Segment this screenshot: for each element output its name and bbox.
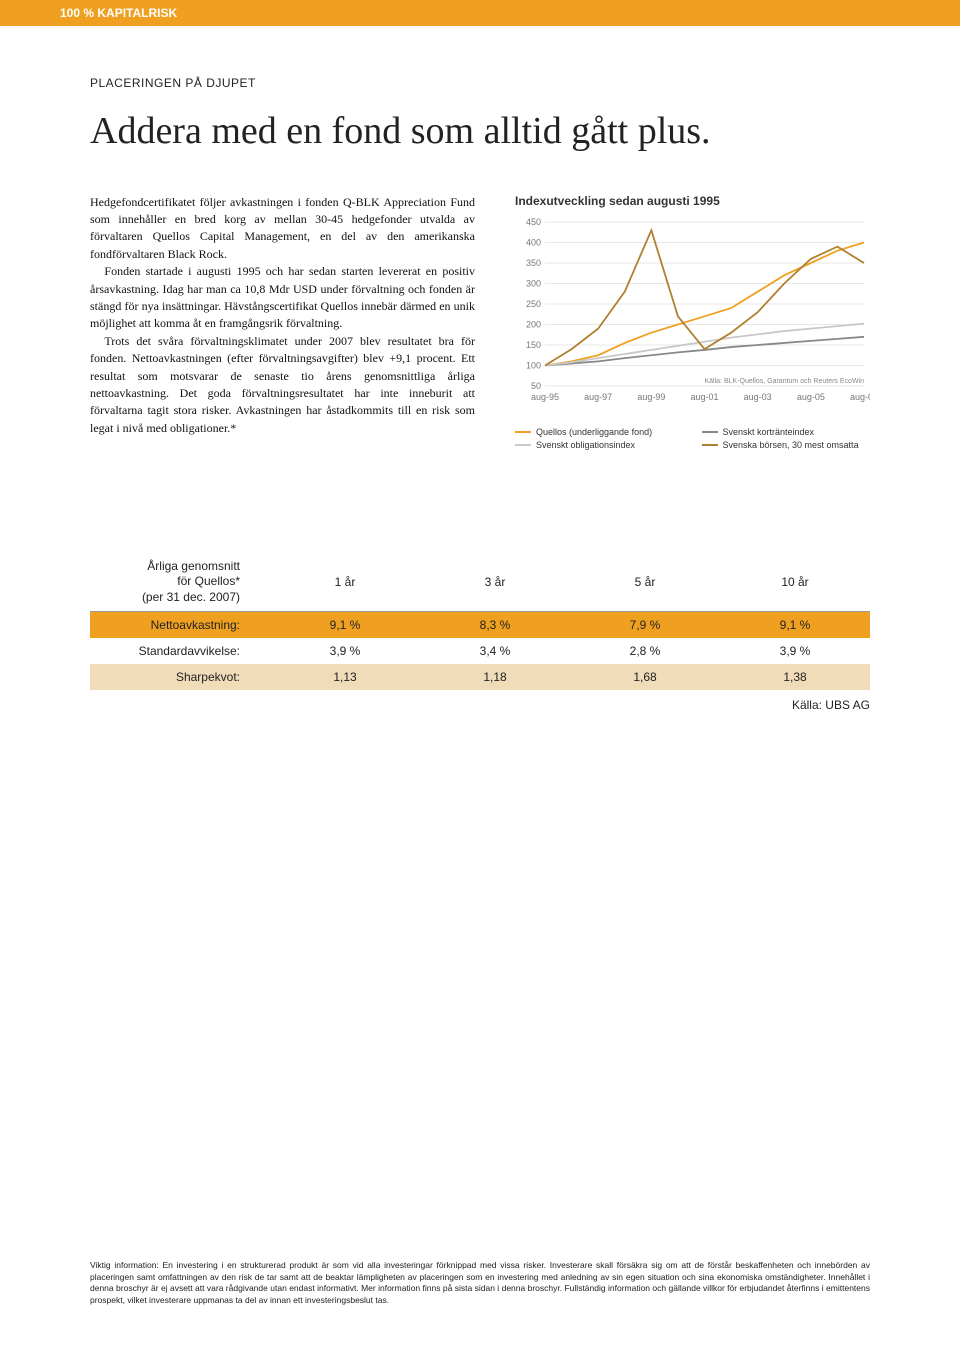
- page-content: PLACERINGEN PÅ DJUPET Addera med en fond…: [0, 76, 960, 712]
- svg-text:aug-95: aug-95: [531, 392, 559, 402]
- risk-banner: 100 % KAPITALRISK: [0, 0, 960, 26]
- svg-text:100: 100: [526, 360, 541, 370]
- svg-text:aug-99: aug-99: [637, 392, 665, 402]
- returns-table: Årliga genomsnittför Quellos*(per 31 dec…: [90, 553, 870, 691]
- table-cell: 9,1 %: [720, 612, 870, 639]
- chart-legend: Quellos (underliggande fond) Svenskt kort…: [515, 427, 870, 450]
- headline: Addera med en fond som alltid gått plus.: [90, 110, 870, 154]
- svg-text:aug-97: aug-97: [584, 392, 612, 402]
- table-row: Sharpekvot:1,131,181,681,38: [90, 664, 870, 690]
- row-label: Sharpekvot:: [90, 664, 270, 690]
- table-cell: 7,9 %: [570, 612, 720, 639]
- svg-text:150: 150: [526, 340, 541, 350]
- table-source: Källa: UBS AG: [90, 698, 870, 712]
- table-column-header: 1 år: [270, 553, 420, 612]
- paragraph-1: Hedgefondcertifikatet följer avkastninge…: [90, 195, 475, 261]
- kicker: PLACERINGEN PÅ DJUPET: [90, 76, 870, 90]
- body-text: Hedgefondcertifikatet följer avkastninge…: [90, 194, 475, 453]
- legend-label: Svenskt obligationsindex: [536, 440, 635, 450]
- table-cell: 2,8 %: [570, 638, 720, 664]
- svg-text:Källa: BLK-Quellos, Garantum o: Källa: BLK-Quellos, Garantum och Reuters…: [704, 378, 864, 385]
- legend-label: Quellos (underliggande fond): [536, 427, 652, 437]
- legend-item: Svenskt kortränteindex: [702, 427, 871, 437]
- table-cell: 9,1 %: [270, 612, 420, 639]
- table-row: Nettoavkastning:9,1 %8,3 %7,9 %9,1 %: [90, 612, 870, 639]
- row-label: Nettoavkastning:: [90, 612, 270, 639]
- svg-text:aug-07: aug-07: [850, 392, 870, 402]
- table-cell: 3,9 %: [270, 638, 420, 664]
- chart-title: Indexutveckling sedan augusti 1995: [515, 194, 870, 208]
- table-column-header: 3 år: [420, 553, 570, 612]
- line-chart: 50 100 150 200 250 300 350 400 450 aug-95 aug-97 au…: [515, 216, 870, 416]
- table-header-label: Årliga genomsnittför Quellos*(per 31 dec…: [90, 553, 270, 612]
- table-cell: 1,18: [420, 664, 570, 690]
- table-row: Standardavvikelse:3,9 %3,4 %2,8 %3,9 %: [90, 638, 870, 664]
- table-column-header: 5 år: [570, 553, 720, 612]
- legend-label: Svenskt kortränteindex: [723, 427, 815, 437]
- legend-item: Svenska börsen, 30 mest omsatta: [702, 440, 871, 450]
- table-cell: 3,4 %: [420, 638, 570, 664]
- svg-text:aug-03: aug-03: [744, 392, 772, 402]
- svg-text:300: 300: [526, 278, 541, 288]
- svg-text:aug-01: aug-01: [690, 392, 718, 402]
- svg-text:200: 200: [526, 319, 541, 329]
- svg-text:350: 350: [526, 258, 541, 268]
- svg-text:450: 450: [526, 217, 541, 227]
- svg-text:50: 50: [531, 381, 541, 391]
- legend-label: Svenska börsen, 30 mest omsatta: [723, 440, 859, 450]
- table-cell: 8,3 %: [420, 612, 570, 639]
- table-cell: 3,9 %: [720, 638, 870, 664]
- paragraph-3: Trots det svåra förvaltningsklimatet und…: [90, 334, 475, 435]
- legend-item: Svenskt obligationsindex: [515, 440, 684, 450]
- table-cell: 1,68: [570, 664, 720, 690]
- table-cell: 1,38: [720, 664, 870, 690]
- chart-panel: Indexutveckling sedan augusti 1995 50 100…: [515, 194, 870, 453]
- table-column-header: 10 år: [720, 553, 870, 612]
- legend-item: Quellos (underliggande fond): [515, 427, 684, 437]
- svg-text:aug-05: aug-05: [797, 392, 825, 402]
- paragraph-2: Fonden startade i augusti 1995 och har s…: [90, 264, 475, 330]
- svg-text:250: 250: [526, 299, 541, 309]
- svg-text:400: 400: [526, 237, 541, 247]
- row-label: Standardavvikelse:: [90, 638, 270, 664]
- two-column-layout: Hedgefondcertifikatet följer avkastninge…: [90, 194, 870, 453]
- table-cell: 1,13: [270, 664, 420, 690]
- returns-table-section: Årliga genomsnittför Quellos*(per 31 dec…: [90, 553, 870, 713]
- disclaimer: Viktig information: En investering i en …: [90, 1260, 870, 1306]
